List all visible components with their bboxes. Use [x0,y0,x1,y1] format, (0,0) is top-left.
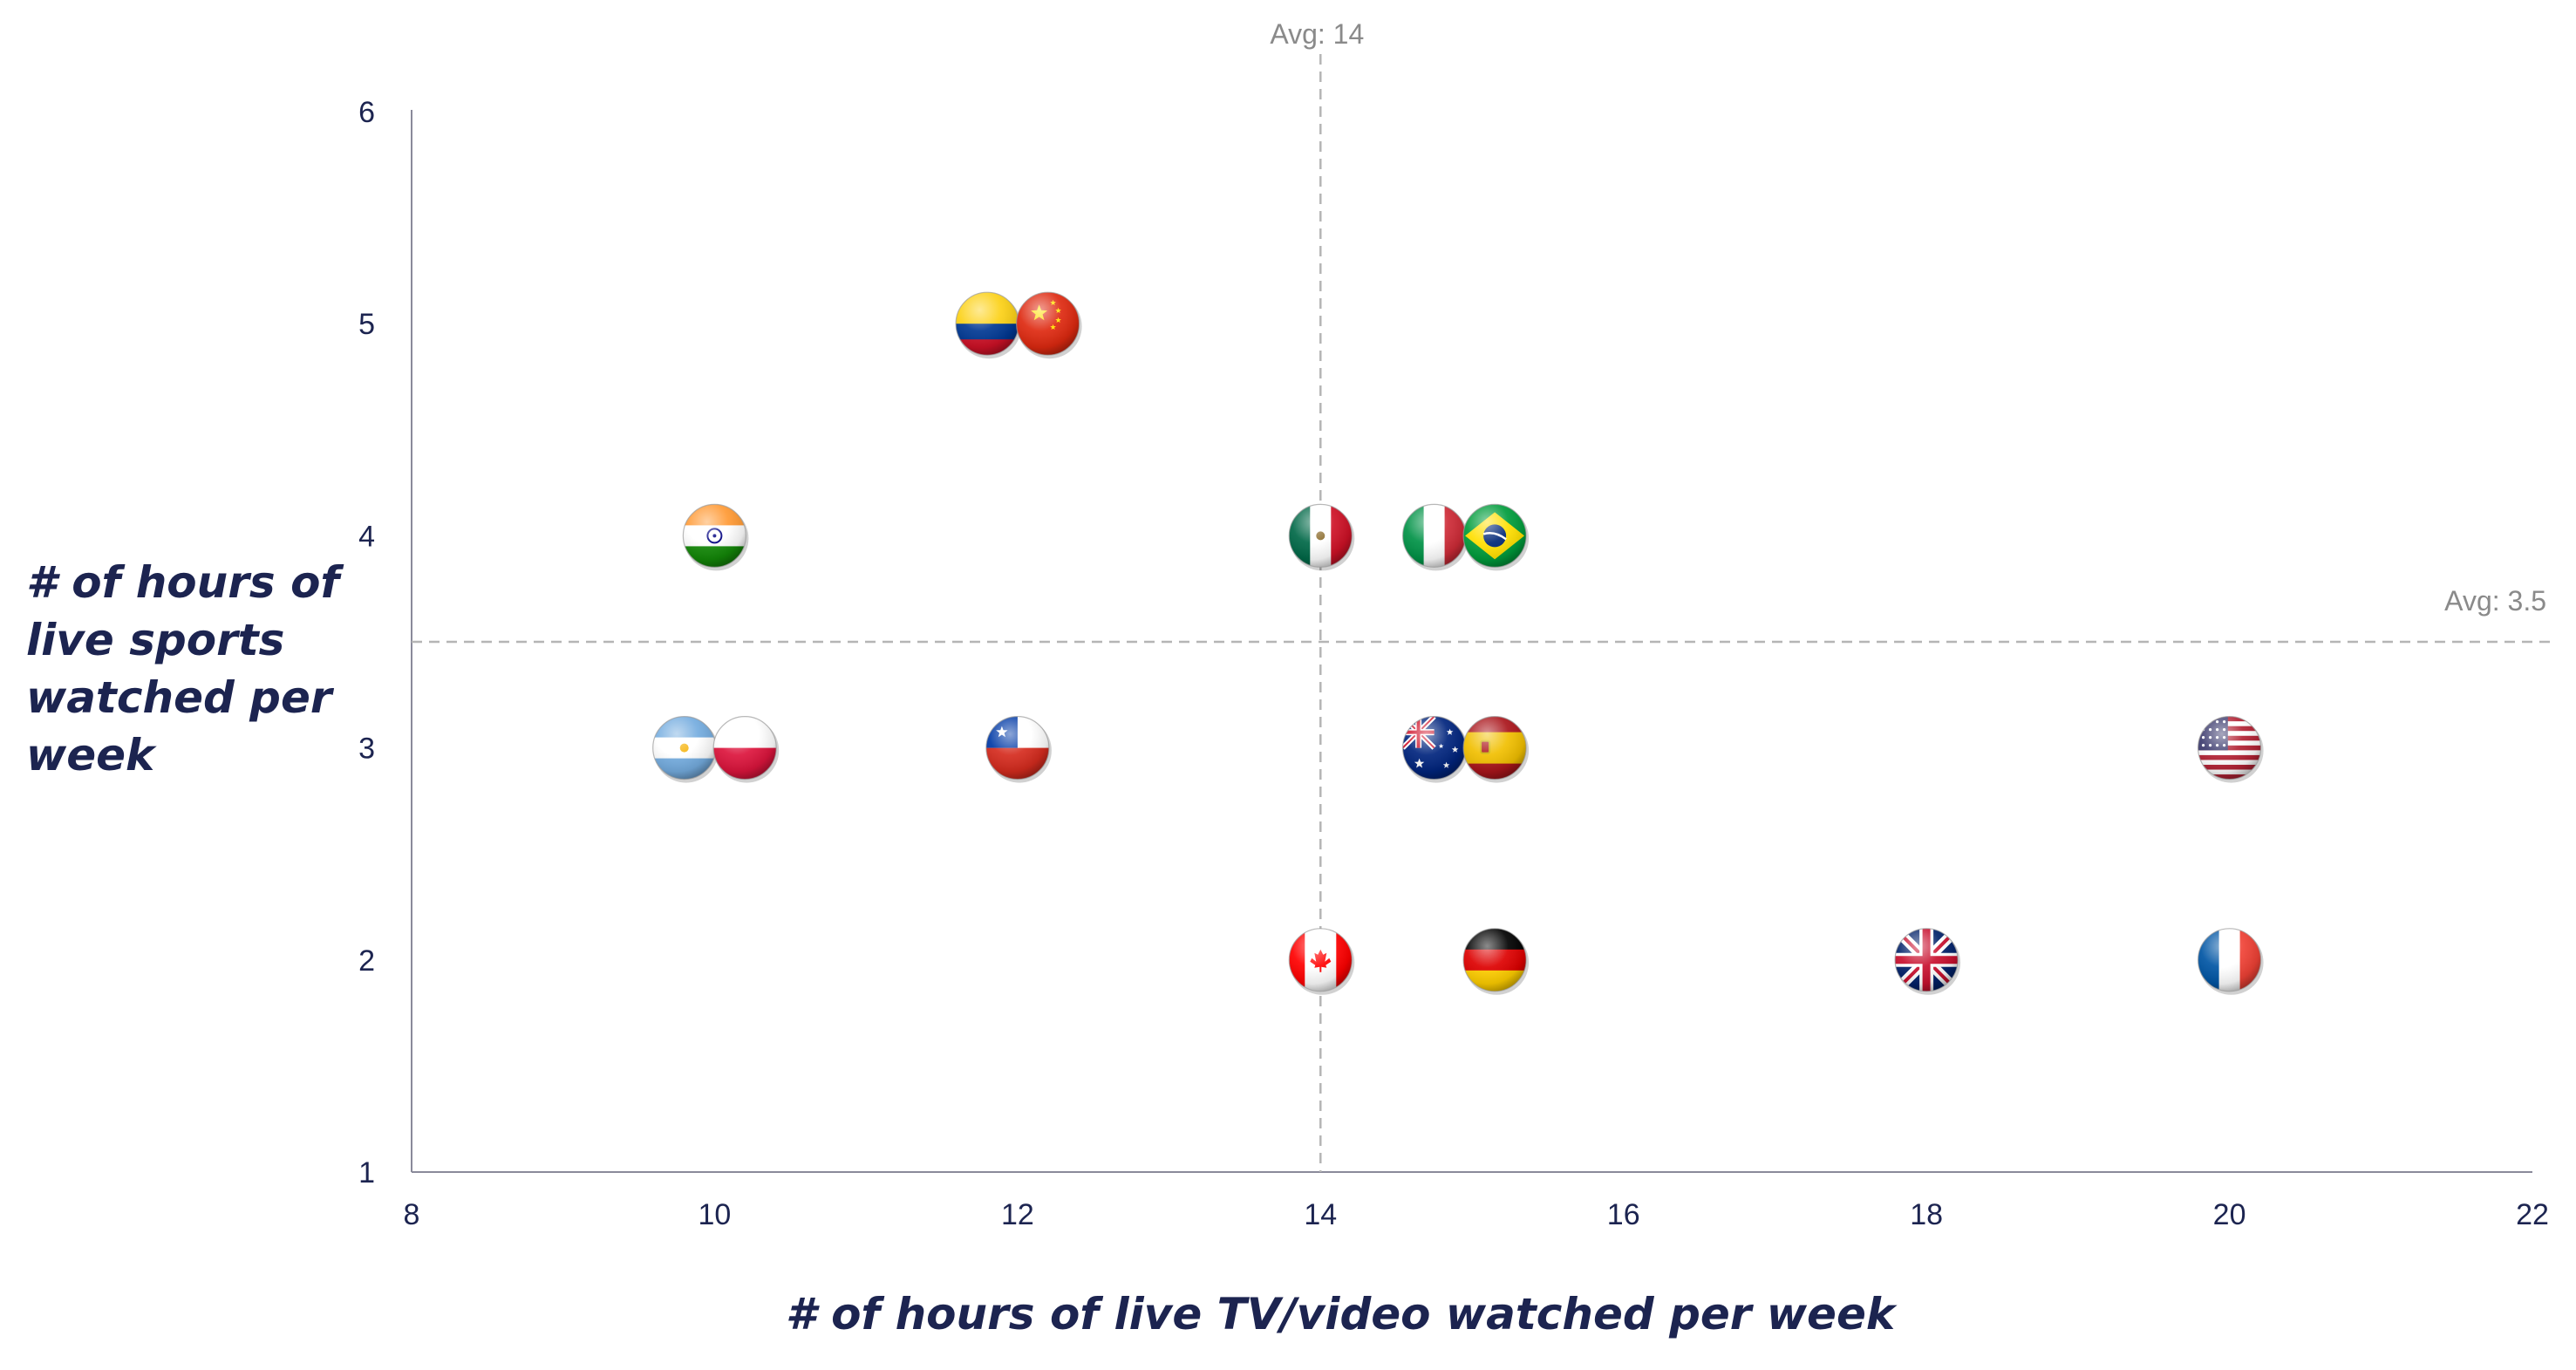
y-tick-label: 1 [358,1156,375,1189]
india-flag-icon [682,503,749,571]
brazil-flag-icon [1462,503,1530,571]
x-tick-label: 16 [1607,1198,1640,1231]
x-tick-label: 12 [1001,1198,1034,1231]
china-flag-icon [1015,291,1082,359]
x-tick-label: 14 [1304,1198,1337,1231]
avg-x-label: Avg: 14 [1270,18,1364,50]
y-tick-label: 3 [358,733,375,766]
argentina-flag-icon [652,715,719,783]
x-tick-label: 18 [1910,1198,1943,1231]
canada-flag-icon [1288,928,1355,995]
x-tick-label: 10 [699,1198,732,1231]
y-tick-label: 5 [358,308,375,341]
x-axis-label: # of hours of live TV/video watched per … [785,1289,1896,1339]
usa-flag-icon [2198,715,2264,783]
france-flag-icon [2198,928,2264,995]
avg-y-label: Avg: 3.5 [2444,585,2546,617]
poland-flag-icon [712,715,780,783]
uk-flag-icon [1894,928,1961,995]
y-tick-label: 6 [358,96,375,129]
x-tick-label: 8 [404,1198,420,1231]
colombia-flag-icon [955,291,1022,359]
italy-flag-icon [1401,503,1469,571]
y-axis-label: # of hours of live sports watched per we… [26,557,340,780]
x-tick-label: 20 [2213,1198,2246,1231]
mexico-flag-icon [1288,503,1355,571]
spain-flag-icon [1462,715,1530,783]
australia-flag-icon [1401,715,1469,783]
y-tick-label: 4 [358,520,375,553]
y-tick-label: 2 [358,944,375,978]
germany-flag-icon [1462,928,1530,995]
chile-flag-icon [985,715,1052,783]
x-tick-label: 22 [2516,1198,2549,1231]
